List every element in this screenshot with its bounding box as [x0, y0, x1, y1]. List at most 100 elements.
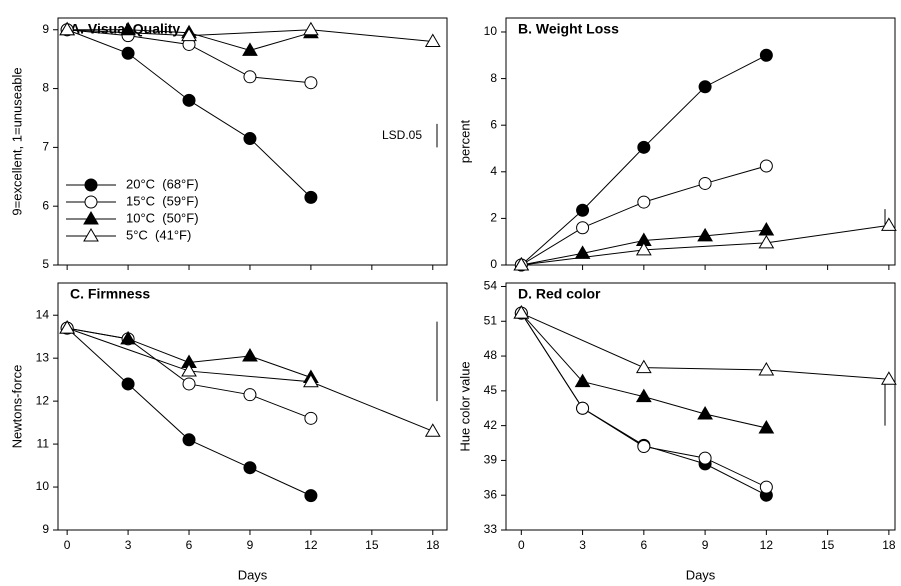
legend-label: 5°C (41°F) — [126, 227, 191, 242]
x-tick-label: 12 — [760, 538, 774, 552]
y-tick-label: 4 — [490, 164, 497, 178]
y-tick-label: 7 — [42, 140, 49, 154]
legend-marker — [84, 178, 98, 192]
x-tick-label: 6 — [186, 538, 193, 552]
data-point — [182, 93, 196, 107]
y-axis-label: Newtons-force — [9, 365, 24, 449]
data-point — [758, 419, 775, 434]
data-point — [242, 348, 258, 362]
y-tick-label: 6 — [490, 117, 497, 131]
data-point — [574, 245, 591, 259]
data-point — [304, 489, 318, 503]
y-tick-label: 12 — [36, 393, 50, 407]
y-axis-label: 9=excellent, 1=unuseable — [9, 67, 24, 215]
legend-marker — [83, 211, 99, 225]
data-point — [120, 330, 136, 345]
data-point — [881, 217, 897, 231]
y-tick-label: 5 — [42, 257, 49, 271]
data-point — [635, 241, 652, 256]
y-tick-label: 39 — [484, 453, 498, 467]
x-axis-label: Days — [238, 567, 268, 582]
series-line — [66, 327, 312, 497]
y-tick-label: 6 — [42, 198, 49, 212]
y-tick-label: 8 — [490, 71, 497, 85]
legend-label: 15°C (59°F) — [126, 193, 199, 208]
data-point — [698, 176, 712, 190]
plot-frame — [57, 282, 448, 531]
y-tick-label: 0 — [490, 257, 497, 271]
panel-title: B. Weight Loss — [518, 21, 619, 37]
y-tick-label: 33 — [484, 522, 498, 536]
series-line — [521, 312, 889, 380]
y-tick-label: 36 — [484, 487, 498, 501]
x-tick-label: 3 — [125, 538, 132, 552]
x-tick-label: 15 — [821, 538, 835, 552]
data-point — [182, 433, 196, 447]
x-tick-label: 6 — [640, 538, 647, 552]
y-tick-label: 8 — [42, 81, 49, 95]
data-point — [698, 80, 712, 94]
panel-title: C. Firmness — [70, 286, 150, 302]
data-point — [243, 388, 257, 402]
y-tick-label: 42 — [484, 418, 498, 432]
y-tick-label: 48 — [484, 348, 498, 362]
data-point — [121, 377, 135, 391]
panel-title: D. Red color — [518, 286, 601, 302]
y-tick-label: 10 — [36, 479, 50, 493]
y-tick-label: 9 — [42, 522, 49, 536]
data-point — [513, 305, 530, 319]
x-tick-label: 9 — [247, 538, 254, 552]
data-point — [303, 373, 319, 388]
data-point — [574, 373, 591, 388]
series-line — [66, 29, 312, 198]
data-point — [635, 359, 652, 374]
plot-frame — [505, 282, 896, 531]
x-tick-label: 9 — [702, 538, 709, 552]
data-point — [697, 406, 713, 420]
plot-frame — [57, 17, 448, 266]
legend-marker — [83, 228, 99, 242]
data-point — [120, 21, 136, 36]
y-tick-label: 14 — [36, 307, 50, 321]
plot-frame — [505, 17, 896, 266]
y-tick-label: 11 — [37, 436, 50, 450]
data-point — [242, 42, 258, 56]
data-point — [697, 227, 713, 242]
data-point — [637, 440, 651, 454]
x-tick-label: 12 — [304, 538, 318, 552]
data-point — [243, 461, 257, 475]
data-point — [576, 203, 590, 217]
data-point — [304, 76, 318, 90]
data-point — [181, 363, 197, 377]
data-point — [635, 388, 652, 403]
y-tick-label: 10 — [484, 24, 498, 38]
series-line — [520, 312, 767, 496]
data-point — [182, 377, 196, 391]
x-tick-label: 18 — [882, 538, 896, 552]
data-point — [424, 423, 441, 437]
data-point — [698, 451, 712, 465]
legend-label: 10°C (50°F) — [126, 210, 199, 225]
data-point — [59, 320, 76, 334]
y-tick-label: 2 — [490, 211, 497, 225]
legend-marker — [84, 195, 98, 209]
data-point — [304, 411, 318, 425]
data-point — [181, 27, 197, 42]
data-point — [759, 480, 773, 494]
y-tick-label: 54 — [484, 279, 498, 293]
data-point — [121, 46, 135, 60]
data-point — [303, 21, 319, 36]
x-tick-label: 15 — [365, 538, 379, 552]
y-tick-label: 9 — [42, 22, 49, 36]
data-point — [637, 140, 651, 154]
data-point — [881, 371, 897, 385]
y-tick-label: 51 — [484, 313, 498, 327]
x-tick-label: 18 — [426, 538, 440, 552]
data-point — [59, 21, 76, 36]
lsd-label: LSD.05 — [382, 128, 422, 142]
data-point — [513, 257, 530, 271]
data-point — [304, 190, 318, 204]
data-point — [576, 401, 590, 415]
data-point — [576, 221, 590, 235]
